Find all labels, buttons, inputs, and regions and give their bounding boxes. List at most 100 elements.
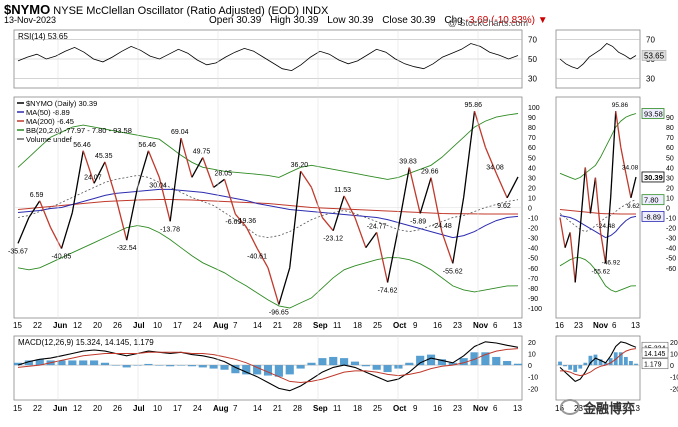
zoom-price-tick-label: 90	[666, 115, 674, 122]
price-segment	[93, 161, 106, 184]
price-tick-label: 20	[528, 185, 536, 192]
price-annotation: -6.69	[225, 219, 241, 226]
zoom-price-segment	[574, 227, 581, 283]
zoom-bb-upper-line	[559, 113, 637, 180]
ohlc-readout: Open 30.39 High 30.39 Low 30.39 Close 30…	[209, 15, 548, 26]
price-segment	[180, 137, 193, 178]
macd-histogram-bar	[24, 360, 33, 366]
zoom-price-segment	[620, 147, 627, 174]
macd-histogram-bar	[426, 354, 436, 366]
price-segment	[300, 170, 313, 188]
zoom-macd-histogram-bar	[563, 365, 567, 367]
macd-histogram-bar	[481, 352, 490, 366]
price-tick-label: 50	[528, 155, 536, 162]
price-tick-label: -60	[528, 266, 538, 273]
macd-tick-label: 10	[528, 351, 536, 358]
x-tick-label-bottom: 11	[333, 404, 342, 413]
zoom-macd-tick-label: -10	[670, 375, 678, 382]
wechat-watermark: 金融博弈	[560, 398, 635, 417]
zoom-price-tick-label: 40	[666, 165, 674, 172]
close-label: Close	[382, 15, 408, 26]
x-tick-label: 20	[93, 321, 102, 330]
zoom-macd-histogram-bar	[634, 363, 638, 366]
x-tick-label: 22	[33, 321, 42, 330]
macd-histogram-bar	[318, 358, 327, 366]
x-tick-label-bottom: 17	[173, 404, 182, 413]
ma200-line	[17, 199, 518, 215]
legend-entry: MA(200) -6.45	[26, 117, 74, 126]
macd-histogram-bar	[383, 365, 392, 373]
legend-entry: $NYMO (Daily) 30.39	[26, 99, 97, 108]
zoom-price-segment	[599, 231, 607, 264]
last-value-pill	[641, 194, 665, 206]
zoom-x-tick-label-bottom: Nov	[593, 404, 609, 413]
macd-histogram-bar	[242, 365, 251, 375]
zoom-price-segment	[604, 197, 612, 264]
x-tick-label: 15	[13, 321, 22, 330]
price-segment	[267, 267, 280, 305]
price-segment	[82, 150, 95, 184]
x-tick-label-bottom: 13	[513, 404, 522, 413]
signal-line	[17, 348, 519, 384]
price-annotation: 69.04	[171, 129, 189, 136]
x-tick-label: 6	[493, 321, 498, 330]
x-tick-label-bottom: 15	[13, 404, 22, 413]
macd-histogram-bar	[253, 365, 262, 375]
x-tick-label: 9	[413, 321, 418, 330]
macd-histogram-bar	[231, 365, 240, 374]
price-segment	[223, 179, 237, 215]
price-tick-label: -40	[528, 246, 538, 253]
macd-histogram-bar	[90, 360, 99, 366]
zoom-price-annotation: 9.62	[627, 203, 640, 210]
zoom-price-annotation: -24.48	[597, 223, 616, 230]
chg-down-icon: ▼	[537, 15, 548, 26]
macd-histogram-bar	[166, 365, 175, 367]
price-tick-label: -30	[528, 236, 538, 243]
x-tick-label-bottom: 10	[153, 404, 162, 413]
price-segment	[158, 177, 171, 222]
zoom-rsi-line	[559, 43, 637, 70]
x-tick-label-bottom: 26	[113, 404, 122, 413]
last-value-label: 7.80	[644, 196, 659, 205]
macd-histogram-bar	[329, 356, 338, 366]
x-tick-label: 10	[153, 321, 162, 330]
low-label: Low	[327, 15, 346, 26]
x-tick-label: 7	[233, 321, 238, 330]
macd-histogram-bar	[155, 365, 164, 366]
price-annotation: 34.08	[486, 164, 504, 171]
macd-last-value-pill	[641, 358, 669, 370]
price-annotation: 95.86	[465, 102, 483, 109]
macd-histogram-bar	[405, 362, 414, 366]
close-value: 30.39	[410, 15, 436, 26]
macd-histogram-bar	[263, 365, 273, 376]
zoom-macd-histogram-bar	[618, 352, 623, 366]
legend-entry: Volume undef	[26, 135, 73, 144]
price-annotation: 45.35	[95, 153, 113, 160]
x-tick-label: 13	[513, 321, 522, 330]
zoom-price-tick-label: -30	[666, 236, 676, 243]
macd-last-value-label: 1.179	[644, 362, 662, 369]
price-segment	[245, 226, 258, 249]
price-segment	[506, 176, 519, 199]
price-segment	[289, 171, 302, 268]
price-segment	[60, 212, 73, 249]
zoom-pane-frame-price	[555, 96, 641, 319]
wechat-text: 金融博弈	[583, 401, 636, 416]
chg-label: Chg	[444, 15, 463, 26]
price-segment	[17, 217, 30, 244]
zoom-price-segment	[630, 176, 637, 198]
low-value: 30.39	[348, 15, 374, 26]
price-tick-label: 100	[528, 105, 540, 112]
zoom-ma50-line	[559, 215, 637, 239]
wechat-icon	[560, 399, 580, 415]
x-tick-label: 25	[373, 321, 382, 330]
price-annotation: -40.61	[247, 253, 267, 260]
price-segment	[343, 195, 356, 218]
macd-histogram-bar	[100, 362, 110, 366]
price-segment	[386, 227, 400, 283]
macd-histogram-bar	[144, 363, 153, 366]
price-annotation: 24.07	[84, 174, 102, 181]
macd-histogram-bar	[274, 365, 283, 377]
price-annotation: 56.46	[138, 142, 156, 149]
